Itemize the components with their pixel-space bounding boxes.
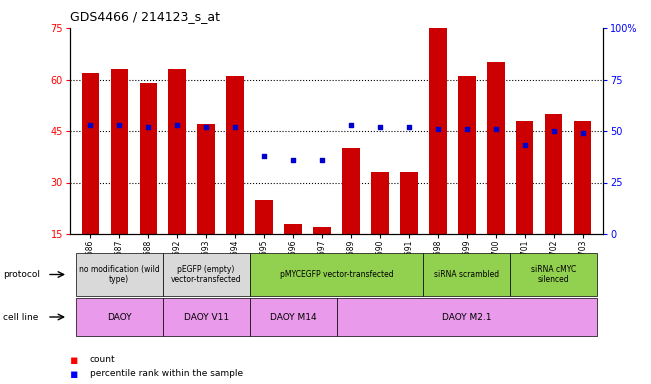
Bar	[81, 73, 99, 285]
Bar	[284, 224, 302, 285]
Point	[143, 124, 154, 130]
Point	[201, 124, 212, 130]
Text: ▪: ▪	[70, 354, 79, 366]
Bar	[342, 148, 359, 285]
Text: ▪: ▪	[70, 367, 79, 381]
Bar	[487, 62, 505, 285]
Bar	[545, 114, 562, 285]
Bar	[111, 69, 128, 285]
Point	[433, 126, 443, 132]
Bar	[371, 172, 389, 285]
Text: protocol: protocol	[3, 270, 40, 279]
Point	[549, 128, 559, 134]
Text: siRNA scrambled: siRNA scrambled	[434, 270, 499, 279]
Text: pEGFP (empty)
vector-transfected: pEGFP (empty) vector-transfected	[171, 265, 242, 284]
Point	[519, 142, 530, 149]
Point	[114, 122, 124, 128]
Bar	[313, 227, 331, 285]
Bar	[429, 28, 447, 285]
Text: pMYCEGFP vector-transfected: pMYCEGFP vector-transfected	[280, 270, 393, 279]
Point	[375, 124, 385, 130]
Bar	[400, 172, 417, 285]
Point	[172, 122, 182, 128]
Bar	[574, 121, 591, 285]
Bar	[516, 121, 533, 285]
Point	[230, 124, 240, 130]
Point	[259, 153, 270, 159]
Bar	[197, 124, 215, 285]
Bar	[458, 76, 475, 285]
Text: DAOY V11: DAOY V11	[184, 313, 229, 321]
Bar	[169, 69, 186, 285]
Bar	[139, 83, 157, 285]
Text: DAOY M2.1: DAOY M2.1	[442, 313, 492, 321]
Text: count: count	[90, 356, 115, 364]
Point	[288, 157, 298, 163]
Point	[462, 126, 472, 132]
Point	[577, 130, 588, 136]
Bar	[255, 200, 273, 285]
Text: GDS4466 / 214123_s_at: GDS4466 / 214123_s_at	[70, 10, 220, 23]
Point	[346, 122, 356, 128]
Point	[491, 126, 501, 132]
Point	[317, 157, 327, 163]
Text: DAOY: DAOY	[107, 313, 132, 321]
Bar	[227, 76, 244, 285]
Text: cell line: cell line	[3, 313, 38, 321]
Point	[404, 124, 414, 130]
Text: DAOY M14: DAOY M14	[270, 313, 316, 321]
Point	[85, 122, 96, 128]
Text: no modification (wild
type): no modification (wild type)	[79, 265, 159, 284]
Text: percentile rank within the sample: percentile rank within the sample	[90, 369, 243, 379]
Text: siRNA cMYC
silenced: siRNA cMYC silenced	[531, 265, 576, 284]
